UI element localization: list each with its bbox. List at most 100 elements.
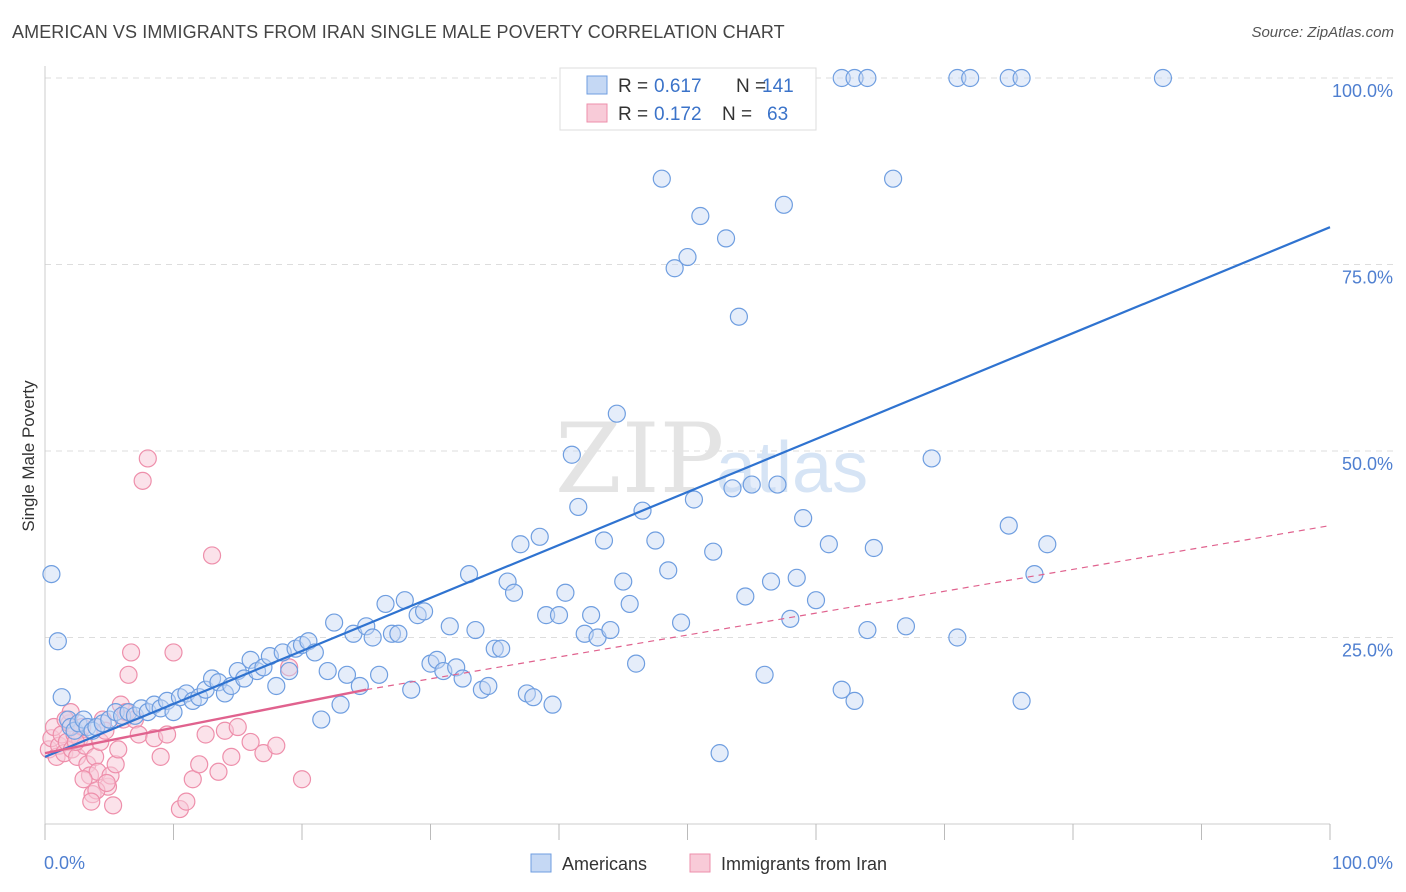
american-point xyxy=(382,624,402,643)
american-point xyxy=(48,632,67,651)
american-point xyxy=(601,620,620,640)
iran-point xyxy=(104,796,123,815)
american-point xyxy=(331,695,350,714)
american-point xyxy=(498,572,517,591)
iran-point xyxy=(109,740,128,759)
iran-point xyxy=(82,792,101,811)
american-point xyxy=(652,169,671,188)
american-point xyxy=(614,572,633,591)
american-point xyxy=(562,445,581,464)
american-point xyxy=(691,206,710,226)
top-legend: R = 0.617 N = 141 R = 0.172 N = 63 xyxy=(559,67,817,131)
american-point xyxy=(376,594,395,614)
american-point xyxy=(710,744,729,763)
watermark: ZIP atlas xyxy=(555,403,868,515)
iran-point xyxy=(74,770,93,789)
american-point xyxy=(504,583,524,602)
american-point xyxy=(1153,68,1173,88)
american-point xyxy=(948,68,967,88)
american-point xyxy=(337,665,357,684)
american-point xyxy=(267,676,286,696)
american-point xyxy=(999,516,1018,535)
american-point xyxy=(961,68,980,88)
american-point xyxy=(537,606,556,625)
american-point xyxy=(318,661,337,681)
iran-point xyxy=(133,471,152,490)
american-point xyxy=(466,620,485,640)
american-point xyxy=(485,639,504,658)
american-point xyxy=(768,475,787,494)
american-point xyxy=(402,680,421,699)
american-point xyxy=(1025,564,1044,584)
american-point xyxy=(42,564,61,584)
american-point xyxy=(594,531,614,550)
y-tick-label: 25.0% xyxy=(1342,641,1393,661)
iran-trend-line xyxy=(44,688,367,755)
american-point xyxy=(864,538,883,558)
legend-n-value-iran: 63 xyxy=(767,104,788,125)
american-point xyxy=(678,247,697,267)
iran-point xyxy=(241,732,260,752)
iran-point xyxy=(267,736,286,755)
chart-title: AMERICAN VS IMMIGRANTS FROM IRAN SINGLE … xyxy=(12,22,785,42)
american-point xyxy=(819,535,838,554)
american-point xyxy=(543,695,562,714)
x-tick-label-min: 0.0% xyxy=(44,853,85,873)
american-point xyxy=(52,688,71,707)
bottom-legend-swatch-americans xyxy=(530,853,552,873)
legend-n-label-iran: N = xyxy=(722,104,752,125)
american-point xyxy=(659,561,678,580)
american-point xyxy=(620,594,639,614)
american-point xyxy=(665,259,684,278)
y-tick-label: 75.0% xyxy=(1342,268,1393,288)
iran-point xyxy=(202,546,222,565)
american-point xyxy=(832,68,851,88)
iran-point xyxy=(138,449,157,468)
american-point xyxy=(922,449,941,468)
american-point xyxy=(736,587,755,606)
legend-swatch-iran xyxy=(586,103,608,123)
american-point xyxy=(59,710,78,729)
american-point xyxy=(716,229,736,248)
iran-point xyxy=(119,665,138,684)
american-point xyxy=(845,68,864,88)
american-point xyxy=(1012,68,1031,88)
watermark-zip: ZIP xyxy=(555,403,724,515)
y-axis-label: Single Male Poverty xyxy=(19,380,38,532)
american-point xyxy=(440,617,459,636)
american-point xyxy=(761,572,781,591)
iran-point xyxy=(121,643,141,662)
bottom-legend-label-americans: Americans xyxy=(562,854,647,874)
bottom-legend: Americans Immigrants from Iran xyxy=(530,853,887,874)
legend-r-value-iran: 0.172 xyxy=(654,104,702,125)
iran-point xyxy=(164,643,183,662)
iran-point xyxy=(96,721,115,740)
american-point xyxy=(787,568,806,587)
american-point xyxy=(858,620,877,640)
legend-r-label-iran: R = xyxy=(618,104,648,125)
y-tick-label: 100.0% xyxy=(1332,81,1393,101)
american-point xyxy=(774,195,793,214)
american-point xyxy=(896,617,916,636)
iran-point xyxy=(190,755,209,774)
american-point xyxy=(479,676,498,696)
american-point xyxy=(427,650,447,669)
iran-point xyxy=(222,747,241,766)
american-point xyxy=(742,475,761,494)
american-point xyxy=(556,583,575,602)
american-point xyxy=(280,661,299,681)
american-point xyxy=(729,307,749,326)
legend-n-value-americans: 141 xyxy=(762,76,794,97)
american-point xyxy=(794,509,813,528)
american-point xyxy=(607,404,626,423)
legend-r-value-americans: 0.617 xyxy=(654,76,702,97)
american-point xyxy=(370,665,389,684)
american-point xyxy=(646,531,665,550)
american-point xyxy=(447,658,466,677)
american-point xyxy=(883,169,903,188)
legend-r-label-americans: R = xyxy=(618,76,648,97)
iran-point xyxy=(228,717,247,737)
american-point xyxy=(524,688,543,707)
american-point xyxy=(806,591,826,610)
